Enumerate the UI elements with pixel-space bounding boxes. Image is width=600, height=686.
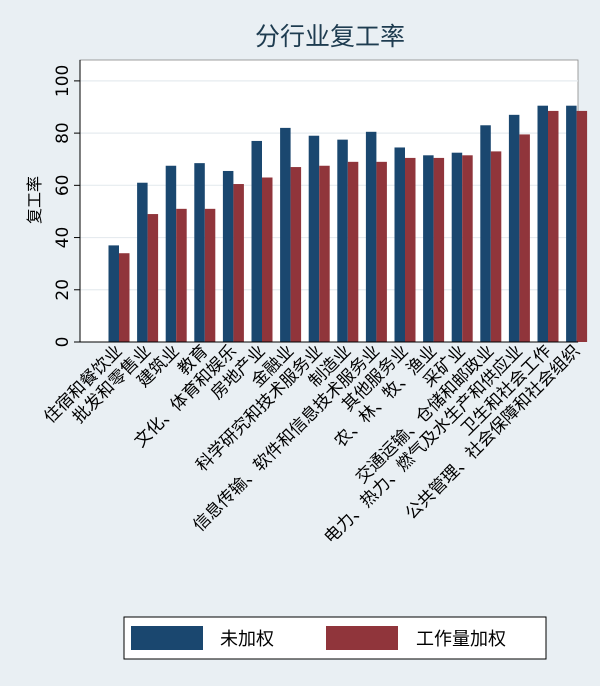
legend-label-unweighted: 未加权 [220, 629, 274, 650]
y-tick-label: 40 [53, 227, 73, 249]
bar-unweighted [451, 152, 463, 342]
y-axis-label: 复工率 [25, 176, 44, 224]
bar-weighted [405, 157, 416, 342]
bar-unweighted [394, 147, 405, 342]
bar-weighted [576, 110, 588, 343]
legend-label-weighted: 工作量加权 [416, 629, 506, 650]
bar-weighted [548, 110, 559, 343]
bar-unweighted [108, 245, 119, 342]
bar-weighted [176, 208, 187, 342]
bar-weighted [376, 161, 387, 342]
bar-unweighted [308, 135, 320, 342]
bar-unweighted [566, 105, 577, 342]
bars [108, 105, 588, 343]
bar-unweighted [194, 163, 205, 342]
bar-weighted [262, 177, 273, 342]
bar-unweighted [222, 170, 234, 342]
legend-swatch-weighted [326, 626, 398, 650]
bar-unweighted [480, 125, 491, 343]
bar-unweighted [508, 114, 520, 342]
bar-weighted [519, 134, 530, 342]
y-tick-label: 100 [53, 65, 73, 97]
y-tick-label: 80 [53, 122, 73, 144]
bar-unweighted [165, 165, 177, 342]
bar-weighted [204, 208, 216, 342]
legend-swatch-unweighted [131, 626, 203, 650]
bar-weighted [290, 167, 302, 342]
bar-unweighted [337, 139, 348, 342]
bar-weighted [119, 253, 130, 342]
bar-unweighted [280, 127, 291, 342]
bar-unweighted [137, 182, 148, 342]
bar-unweighted [423, 155, 434, 342]
bar-weighted [147, 214, 159, 342]
bar-weighted [347, 161, 359, 342]
y-axis: 0 20 40 60 80 100 [53, 60, 81, 348]
bar-unweighted [365, 131, 377, 342]
bar-unweighted [537, 105, 548, 342]
y-tick-label: 0 [53, 337, 73, 348]
bar-weighted [490, 151, 502, 342]
y-tick-label: 20 [53, 279, 73, 301]
bar-weighted [462, 155, 473, 342]
bar-weighted [433, 157, 445, 342]
legend: 未加权 工作量加权 [123, 616, 547, 660]
bar-unweighted [251, 140, 262, 342]
bar-weighted [319, 165, 330, 342]
y-tick-label: 60 [53, 175, 73, 197]
bar-weighted [233, 184, 244, 342]
chart-title: 分行业复工率 [255, 22, 405, 51]
